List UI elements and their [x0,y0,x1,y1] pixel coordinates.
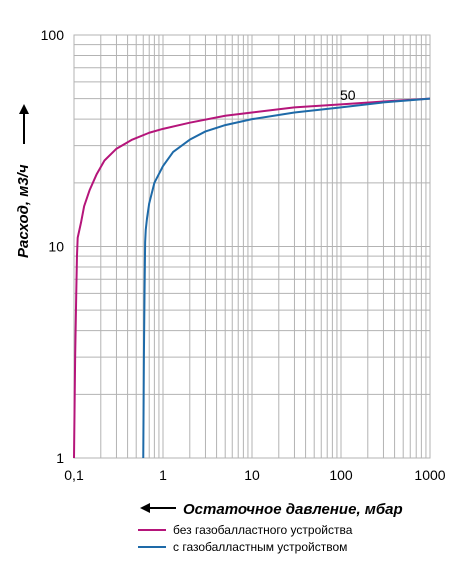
legend-label-series-2: с газобалластным устройством [173,540,347,554]
plot-frame [73,34,431,459]
x-tick-label: 1 [159,467,167,483]
x-tick-label: 1000 [414,467,445,483]
y-tick-label: 10 [48,239,64,255]
grid [73,34,431,459]
annotation-50: 50 [340,87,356,103]
y-tick-label: 1 [56,450,64,466]
legend: без газобалластного устройства с газобал… [138,523,353,554]
x-axis-title: Остаточное давление, мбар [183,501,403,518]
y-tick-label: 100 [41,27,65,43]
y-axis-title: Расход, м3/ч [15,164,32,258]
x-arrow-icon [140,503,176,513]
series-line-1 [73,97,431,459]
y-arrow-icon [19,104,29,144]
legend-label-series-1: без газобалластного устройства [173,523,353,537]
x-tick-label: 10 [244,467,260,483]
x-tick-label: 0,1 [64,467,84,483]
series-line-2 [142,97,431,459]
series-lines [73,97,431,459]
x-tick-label: 100 [329,467,353,483]
